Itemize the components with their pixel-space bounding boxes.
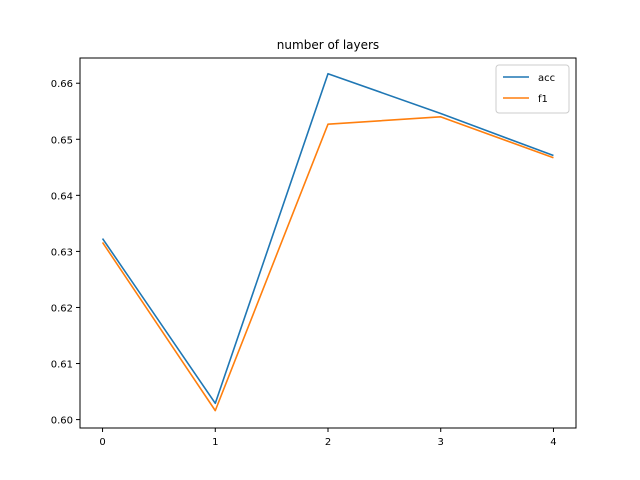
series-line-acc xyxy=(101,72,554,405)
y-tick-label: 0.63 xyxy=(51,247,73,258)
x-axis: 0 1 2 3 4 xyxy=(99,428,557,448)
y-tick-label: 0.61 xyxy=(51,360,73,371)
x-tick-label: 4 xyxy=(550,437,556,448)
y-tick-label: 0.62 xyxy=(51,303,73,314)
y-axis: 0.60 0.61 0.62 0.63 0.64 0.65 0.66 xyxy=(51,79,80,427)
legend-box xyxy=(495,64,570,114)
legend: acc f1 xyxy=(495,64,570,114)
x-tick-label: 3 xyxy=(438,437,444,448)
x-tick-label: 0 xyxy=(99,437,105,448)
legend-label-f1: f1 xyxy=(538,94,548,105)
y-tick-label: 0.60 xyxy=(51,416,73,427)
chart-title: number of layers xyxy=(277,38,379,52)
y-tick-label: 0.65 xyxy=(51,135,73,146)
y-tick-label: 0.66 xyxy=(51,79,73,90)
legend-label-acc: acc xyxy=(538,73,555,84)
x-tick-label: 1 xyxy=(212,437,218,448)
x-tick-label: 2 xyxy=(325,437,331,448)
series-layer xyxy=(101,72,554,412)
y-tick-label: 0.64 xyxy=(51,191,73,202)
series-line-f1 xyxy=(101,116,554,412)
